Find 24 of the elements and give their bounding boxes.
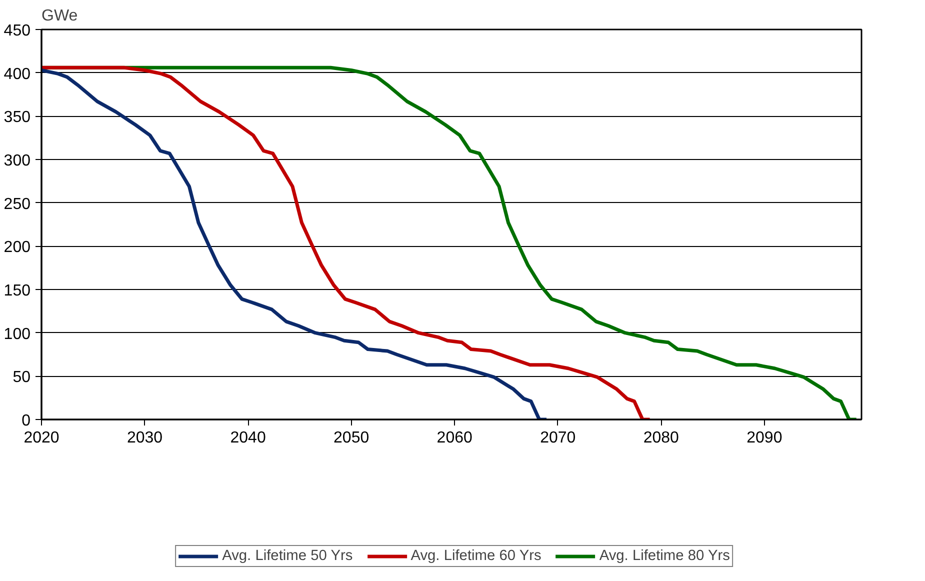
line-series: [42, 68, 548, 420]
y-tick-label: 50: [12, 369, 31, 386]
y-tick-label: 300: [4, 152, 31, 170]
x-tick-label: 2030: [126, 430, 163, 446]
y-tick-label: 150: [4, 282, 31, 300]
legend-label: Avg. Lifetime 50 Yrs: [222, 548, 353, 564]
legend-label: Avg. Lifetime 60 Yrs: [410, 548, 542, 564]
line-series: [42, 66, 652, 420]
x-tick-label: 2070: [540, 430, 576, 446]
x-tick-label: 2020: [24, 430, 60, 446]
x-tick-label: 2090: [746, 430, 782, 446]
y-tick-label: 200: [4, 239, 31, 256]
y-tick-label: 450: [4, 22, 31, 40]
y-tick-label: 100: [4, 326, 31, 343]
y-tick-label: 0: [22, 412, 31, 430]
x-tick-label: 2060: [436, 430, 472, 446]
y-axis-title: GWe: [42, 8, 78, 24]
y-tick-label: 250: [4, 196, 31, 213]
x-tick-label: 2080: [643, 430, 680, 446]
y-tick-label: 350: [4, 109, 31, 126]
x-tick-label: 2050: [334, 430, 370, 446]
y-tick-label: 400: [4, 66, 31, 83]
legend-label: Avg. Lifetime 80 Yrs: [599, 548, 730, 564]
x-tick-label: 2040: [230, 430, 266, 446]
